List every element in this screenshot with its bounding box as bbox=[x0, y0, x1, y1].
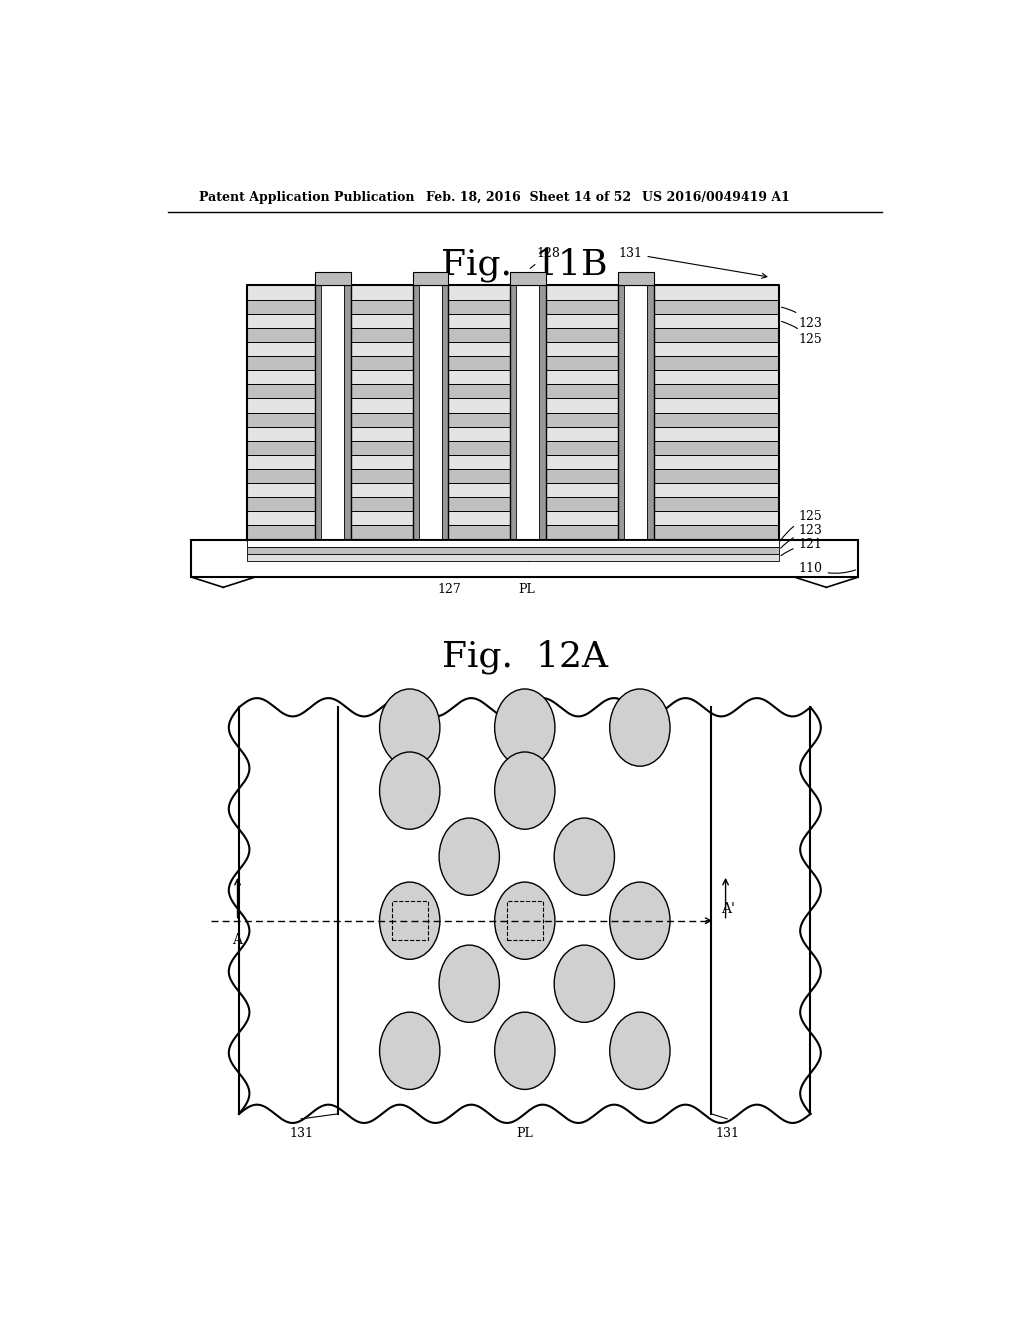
Bar bbox=[507, 902, 543, 940]
Text: 131: 131 bbox=[289, 1127, 313, 1140]
Text: A: A bbox=[232, 933, 243, 946]
Bar bbox=[247, 300, 778, 314]
Text: Feb. 18, 2016  Sheet 14 of 52: Feb. 18, 2016 Sheet 14 of 52 bbox=[426, 190, 631, 203]
Bar bbox=[247, 441, 778, 455]
Bar bbox=[247, 356, 778, 370]
Circle shape bbox=[439, 818, 500, 895]
Bar bbox=[442, 285, 449, 540]
Bar bbox=[618, 272, 653, 285]
Text: PL: PL bbox=[518, 583, 535, 597]
Text: 125: 125 bbox=[781, 322, 822, 346]
Bar bbox=[516, 285, 540, 540]
Text: US 2016/0049419 A1: US 2016/0049419 A1 bbox=[642, 190, 791, 203]
Text: 121: 121 bbox=[781, 539, 822, 556]
Circle shape bbox=[609, 882, 670, 960]
Bar bbox=[247, 399, 778, 412]
Circle shape bbox=[380, 752, 440, 829]
Circle shape bbox=[609, 689, 670, 766]
Bar bbox=[247, 426, 778, 441]
Bar bbox=[240, 708, 811, 1114]
Circle shape bbox=[554, 818, 614, 895]
Bar bbox=[247, 511, 778, 525]
Text: 131: 131 bbox=[618, 247, 767, 279]
Bar bbox=[647, 285, 653, 540]
Bar bbox=[344, 285, 350, 540]
Circle shape bbox=[380, 882, 440, 960]
Bar bbox=[247, 546, 778, 554]
Circle shape bbox=[380, 1012, 440, 1089]
Bar bbox=[322, 285, 344, 540]
Bar bbox=[391, 902, 428, 940]
Text: 131: 131 bbox=[715, 1127, 739, 1140]
Bar bbox=[510, 285, 516, 540]
Circle shape bbox=[554, 945, 614, 1022]
Text: Fig.  12A: Fig. 12A bbox=[441, 639, 608, 673]
Bar bbox=[247, 370, 778, 384]
Bar bbox=[413, 285, 419, 540]
Circle shape bbox=[495, 1012, 555, 1089]
Bar bbox=[247, 540, 778, 546]
Bar bbox=[247, 384, 778, 399]
Bar bbox=[618, 285, 625, 540]
Text: 128: 128 bbox=[530, 247, 560, 268]
Bar bbox=[510, 272, 546, 285]
Text: A': A' bbox=[721, 902, 734, 916]
Text: 127: 127 bbox=[437, 583, 461, 597]
Text: 123: 123 bbox=[781, 308, 822, 330]
Bar bbox=[247, 314, 778, 327]
Bar bbox=[315, 272, 350, 285]
Bar bbox=[247, 554, 778, 561]
Text: 123: 123 bbox=[780, 524, 822, 548]
Bar bbox=[247, 455, 778, 469]
Circle shape bbox=[380, 689, 440, 766]
Text: Fig.  11B: Fig. 11B bbox=[441, 248, 608, 282]
Bar bbox=[315, 285, 322, 540]
Text: 110: 110 bbox=[799, 561, 855, 574]
Bar bbox=[247, 525, 778, 540]
Bar bbox=[247, 342, 778, 356]
Text: Patent Application Publication: Patent Application Publication bbox=[200, 190, 415, 203]
Circle shape bbox=[609, 1012, 670, 1089]
Bar bbox=[247, 483, 778, 498]
Bar bbox=[413, 272, 449, 285]
Bar bbox=[247, 285, 778, 300]
Circle shape bbox=[495, 882, 555, 960]
Text: PL: PL bbox=[516, 1127, 534, 1140]
Circle shape bbox=[439, 945, 500, 1022]
Bar bbox=[540, 285, 546, 540]
Bar bbox=[247, 413, 778, 426]
Bar bbox=[191, 540, 858, 577]
Bar bbox=[625, 285, 647, 540]
Bar bbox=[247, 469, 778, 483]
Bar bbox=[247, 327, 778, 342]
Bar bbox=[419, 285, 442, 540]
Text: 125: 125 bbox=[780, 510, 822, 541]
Bar bbox=[247, 498, 778, 511]
Circle shape bbox=[495, 752, 555, 829]
Circle shape bbox=[495, 689, 555, 766]
Bar bbox=[247, 285, 778, 540]
